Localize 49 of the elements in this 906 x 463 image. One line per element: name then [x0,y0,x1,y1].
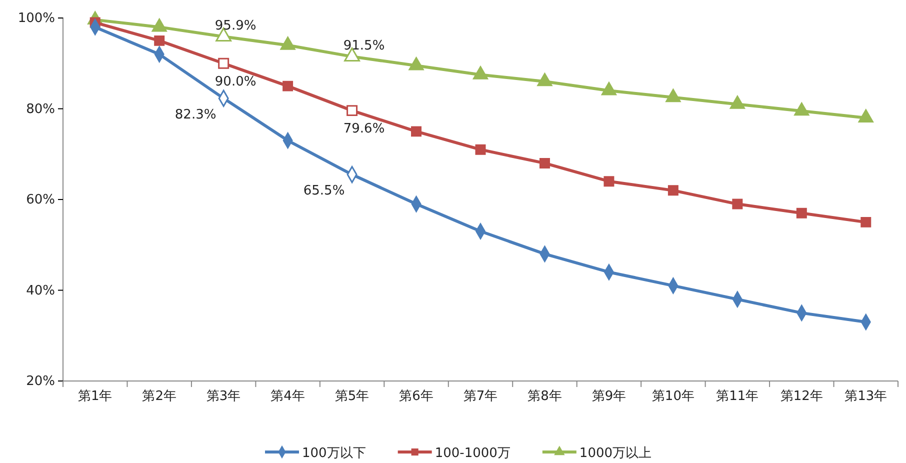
point [860,216,872,228]
point [346,105,358,116]
point [665,88,681,102]
x-tick-label: 第10年 [652,389,694,404]
point [537,72,552,86]
y-tick-label: 80% [26,102,55,117]
data-label: 82.3% [174,107,216,122]
y-tick-label: 40% [26,283,55,298]
x-tick-label: 第7年 [463,389,498,404]
y-tick-label: 20% [26,374,55,390]
x-tick-label: 第12年 [780,389,823,404]
point [604,176,614,187]
legend-label: 1000万以上 [579,446,652,461]
legend-label: 100万以下 [302,446,366,461]
x-tick-label: 第6年 [399,389,434,404]
point [794,102,810,116]
x-tick-label: 第4年 [270,389,305,404]
x-tick-label: 第11年 [716,389,759,404]
data-label: 79.6% [343,122,385,137]
x-tick-label: 第9年 [592,389,626,404]
data-label: 65.5% [303,184,345,199]
data-label: 90.0% [214,74,256,90]
point [218,58,230,69]
x-tick-label: 第2年 [142,389,176,404]
x-tick-label: 第3年 [206,389,241,404]
point [152,18,168,32]
point [472,66,488,80]
point [732,198,743,210]
point [601,82,617,96]
point [280,36,296,50]
data-label: 95.9% [214,18,256,34]
point [539,158,550,168]
point [154,35,165,46]
x-tick-label: 第8年 [528,389,562,404]
point [408,56,424,70]
point [411,126,422,137]
point [730,95,746,109]
y-tick-label: 100% [18,11,55,26]
point [282,80,294,92]
x-tick-label: 第13年 [844,389,888,404]
point [858,109,874,122]
x-tick-label: 第1年 [78,389,112,404]
y-tick-label: 60% [26,192,55,208]
point [475,144,486,155]
legend-label: 100-1000万 [434,446,510,461]
point [668,185,678,196]
point [796,208,807,218]
x-tick-label: 第5年 [334,389,370,404]
data-label: 91.5% [343,38,385,54]
